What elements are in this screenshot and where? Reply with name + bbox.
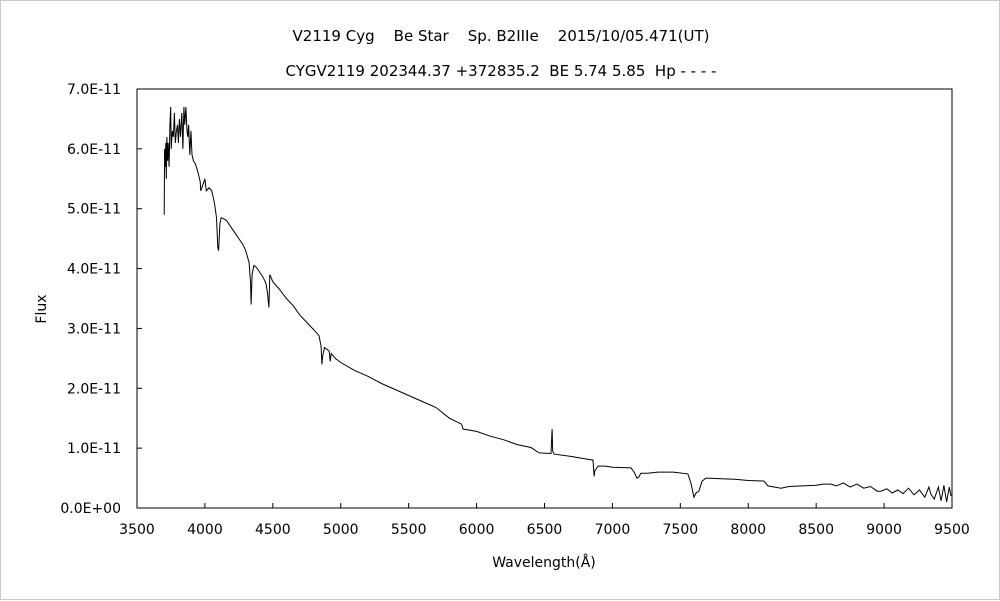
x-tick-label: 7000	[595, 522, 631, 538]
x-tick-label: 6000	[459, 522, 495, 538]
y-tick-label: 5.0E-11	[67, 202, 121, 218]
x-axis-label: Wavelength(Å)	[492, 554, 596, 571]
x-tick-label: 9500	[934, 522, 970, 538]
y-axis-label: Flux	[34, 294, 50, 323]
x-tick-label: 5000	[323, 522, 359, 538]
y-tick-label: 2.0E-11	[67, 381, 121, 397]
y-tick-label: 4.0E-11	[67, 262, 121, 278]
chart-title: V2119 Cyg Be Star Sp. B2IIIe 2015/10/05.…	[292, 27, 710, 45]
x-tick-label: 7500	[663, 522, 699, 538]
x-tick-label: 8000	[730, 522, 766, 538]
x-tick-label: 3500	[119, 522, 155, 538]
plot-frame	[136, 88, 953, 509]
x-tick-label: 9000	[866, 522, 902, 538]
y-tick-label: 3.0E-11	[67, 321, 121, 337]
y-tick-label: 7.0E-11	[67, 82, 121, 98]
x-tick-label: 4000	[187, 522, 223, 538]
x-tick-label: 8500	[798, 522, 834, 538]
spectrum-line	[163, 106, 952, 503]
x-tick-label: 4500	[255, 522, 291, 538]
chart-subtitle: CYGV2119 202344.37 +372835.2 BE 5.74 5.8…	[285, 62, 717, 80]
y-tick-label: 1.0E-11	[67, 441, 121, 457]
y-tick-label: 0.0E+00	[60, 501, 121, 517]
x-tick-label: 5500	[391, 522, 427, 538]
x-tick-label: 6500	[527, 522, 563, 538]
y-tick-label: 6.0E-11	[67, 142, 121, 158]
